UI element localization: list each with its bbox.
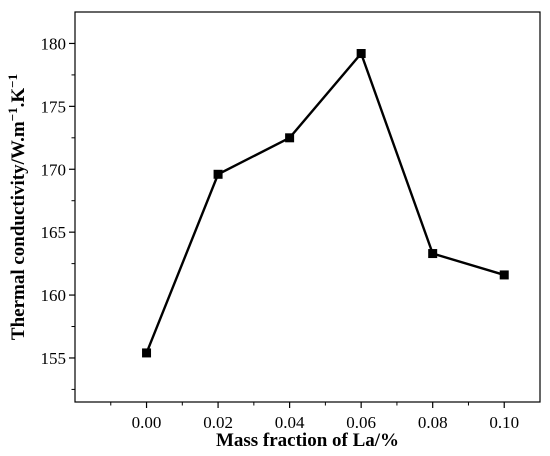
- data-point-marker: [142, 348, 152, 358]
- x-tick-label: 0.06: [346, 413, 376, 432]
- x-tick-label: 0.10: [489, 413, 519, 432]
- series-line: [145, 51, 505, 354]
- y-axis-title-exponent-1: −1: [5, 107, 20, 121]
- y-axis-title-base: Thermal conductivity/W.m: [8, 121, 29, 340]
- data-point-marker: [499, 270, 509, 280]
- x-tick-label: 0.02: [203, 413, 233, 432]
- x-axis-title: Mass fraction of La/%: [216, 430, 399, 451]
- y-tick-label: 170: [41, 160, 67, 179]
- x-tick-label: 0.00: [132, 413, 162, 432]
- y-tick-label: 160: [41, 286, 67, 305]
- data-point-marker: [356, 49, 366, 59]
- y-tick-label: 155: [41, 349, 67, 368]
- y-axis-title-mid: .K: [8, 88, 29, 108]
- y-tick-label: 165: [41, 223, 67, 242]
- y-tick-label: 180: [41, 34, 67, 53]
- data-point-marker: [213, 169, 223, 179]
- plot-frame: [74, 11, 541, 403]
- data-point-marker: [285, 133, 295, 143]
- y-tick-label: 175: [41, 97, 67, 116]
- x-tick-label: 0.04: [275, 413, 305, 432]
- y-axis-title: Thermal conductivity/W.m−1.K−1: [5, 74, 30, 340]
- ticks-layer: 0.00 0.02 0.04 0.06 0.08 0.10 155 160 165 170 175 1…: [41, 34, 520, 432]
- y-axis-title-exponent-2: −1: [5, 74, 20, 88]
- series-layer: [142, 49, 509, 358]
- data-point-marker: [428, 249, 438, 259]
- x-tick-label: 0.08: [418, 413, 448, 432]
